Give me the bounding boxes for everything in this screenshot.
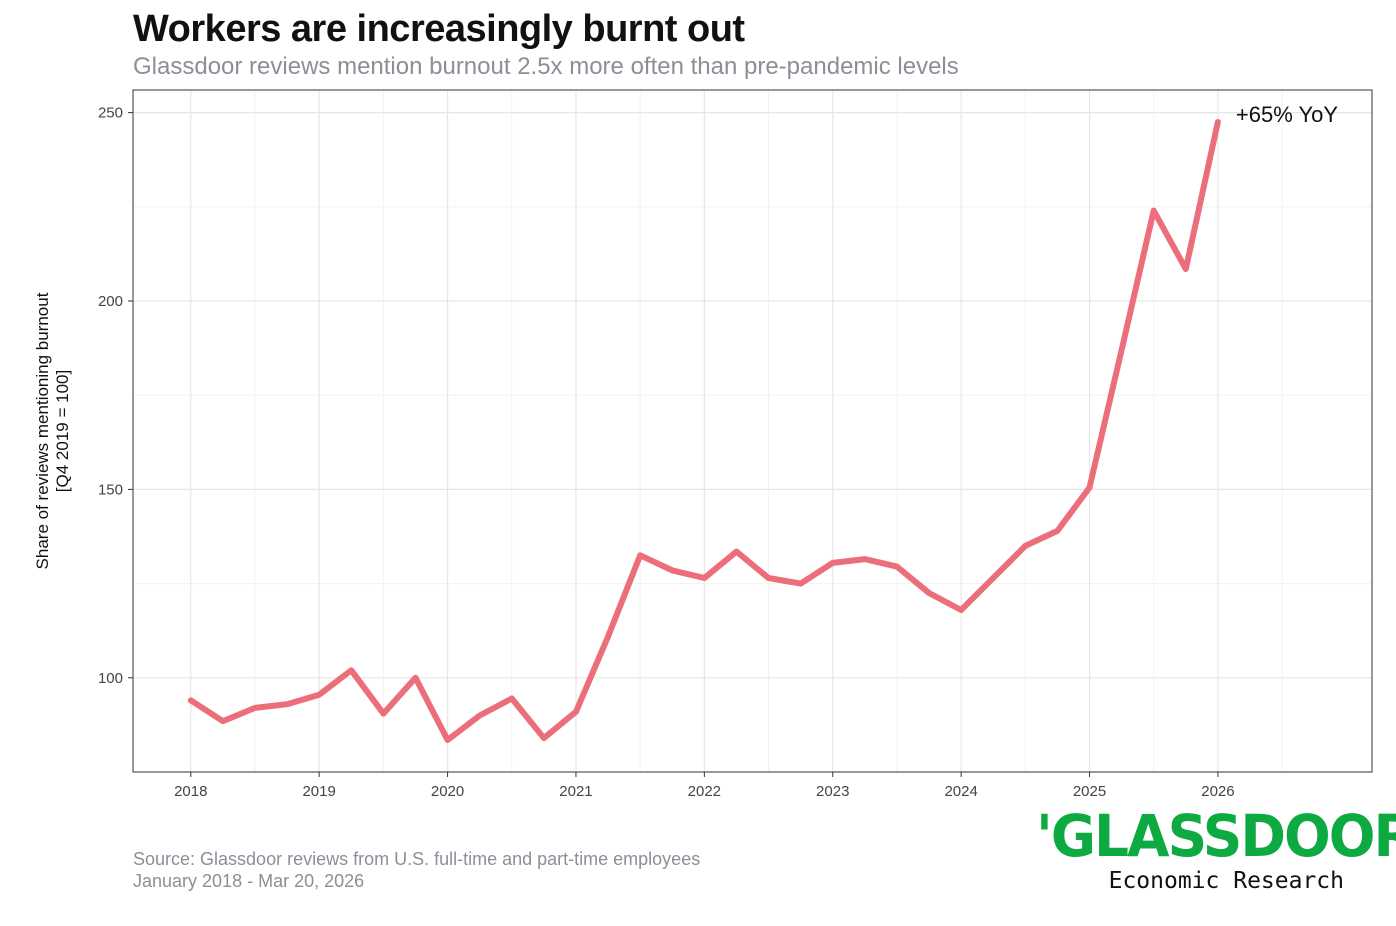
glassdoor-logo: 'GLASSDOOR' Economic Research <box>1036 800 1396 894</box>
data-point <box>509 696 515 702</box>
y-tick-label: 100 <box>98 670 123 687</box>
data-point <box>798 581 804 587</box>
y-axis-label: Share of reviews mentioning burnout [Q4 … <box>33 292 72 569</box>
data-point <box>220 718 226 724</box>
x-tick-label: 2018 <box>174 783 207 800</box>
grid-major <box>133 90 1372 772</box>
data-point <box>316 692 322 698</box>
data-point <box>380 711 386 717</box>
data-point <box>1022 543 1028 549</box>
data-point <box>284 701 290 707</box>
y-axis-label-line1: Share of reviews mentioning burnout <box>33 292 52 569</box>
data-point <box>862 556 868 562</box>
data-point <box>669 567 675 573</box>
data-point <box>1087 485 1093 491</box>
y-axis-label-line2: [Q4 2019 = 100] <box>53 370 72 492</box>
source-note: Source: Glassdoor reviews from U.S. full… <box>133 848 700 892</box>
x-axis-ticks: 2018 2019 2020 2021 2022 2023 2024 2025 2026 <box>174 772 1235 800</box>
y-tick-label: 250 <box>98 105 123 122</box>
data-point <box>605 633 611 639</box>
y-tick-label: 200 <box>98 293 123 310</box>
data-point <box>733 549 739 555</box>
chart-title: Workers are increasingly burnt out <box>133 8 745 50</box>
data-point <box>701 575 707 581</box>
data-point <box>348 667 354 673</box>
data-point <box>188 697 194 703</box>
chart-subtitle: Glassdoor reviews mention burnout 2.5x m… <box>133 53 959 80</box>
data-point <box>1183 266 1189 272</box>
source-line-1: Source: Glassdoor reviews from U.S. full… <box>133 849 701 869</box>
data-point <box>990 575 996 581</box>
data-point <box>894 564 900 570</box>
data-point <box>637 552 643 558</box>
data-point <box>958 607 964 613</box>
data-point <box>1054 528 1060 534</box>
y-tick-label: 150 <box>98 481 123 498</box>
y-axis-ticks: 100 150 200 250 <box>98 105 133 687</box>
x-tick-label: 2023 <box>816 783 849 800</box>
x-tick-label: 2021 <box>559 783 592 800</box>
data-point <box>541 735 547 741</box>
data-point <box>1215 119 1221 125</box>
x-tick-label: 2025 <box>1073 783 1106 800</box>
x-tick-label: 2019 <box>302 783 335 800</box>
data-point <box>830 560 836 566</box>
x-tick-label: 2024 <box>944 783 977 800</box>
x-tick-label: 2026 <box>1201 783 1234 800</box>
x-tick-label: 2020 <box>431 783 464 800</box>
yoy-annotation: +65% YoY <box>1236 102 1338 127</box>
glassdoor-wordmark: 'GLASSDOOR' <box>1036 802 1396 870</box>
data-point <box>573 709 579 715</box>
data-point <box>1119 347 1125 353</box>
logo-tagline: Economic Research <box>1108 868 1344 894</box>
data-point <box>412 675 418 681</box>
plot-frame <box>132 89 1373 773</box>
data-point <box>445 737 451 743</box>
data-point <box>252 705 258 711</box>
x-tick-label: 2022 <box>688 783 721 800</box>
source-line-2: January 2018 - Mar 20, 2026 <box>133 871 365 891</box>
data-point <box>477 712 483 718</box>
data-point <box>766 575 772 581</box>
grid-minor <box>133 90 1372 773</box>
data-point <box>1151 208 1157 214</box>
burnout-series-line <box>187 119 1221 743</box>
data-point <box>926 590 932 596</box>
